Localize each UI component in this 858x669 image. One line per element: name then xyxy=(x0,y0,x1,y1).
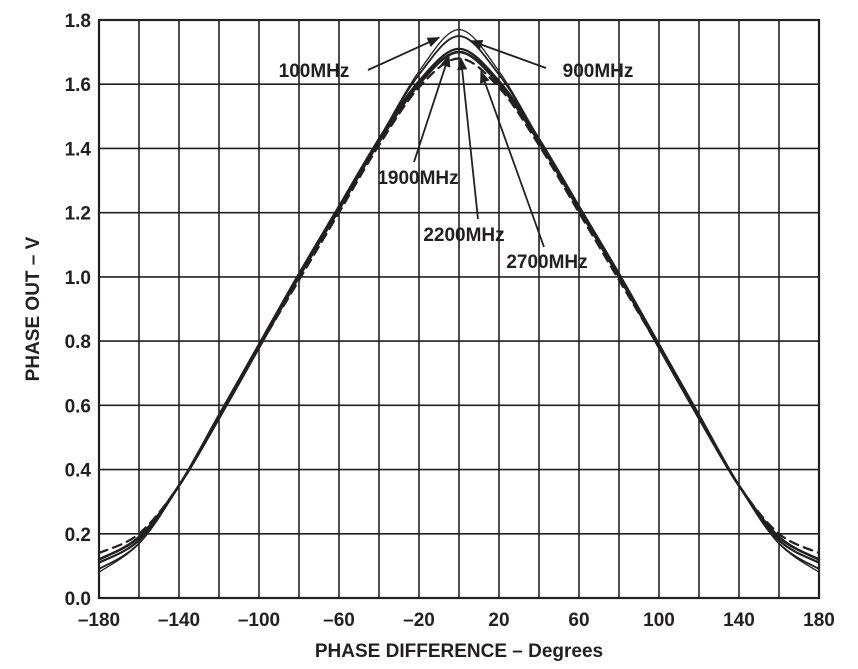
y-tick-label: 1.4 xyxy=(65,139,92,160)
x-tick-label: 20 xyxy=(488,610,509,631)
x-tick-label: –100 xyxy=(238,610,280,631)
y-tick-label: 0.4 xyxy=(65,461,92,482)
annotation-label-900mhz: 900MHz xyxy=(563,61,634,82)
y-tick-label: 0.6 xyxy=(65,396,91,417)
annotation-label-2700mhz: 2700MHz xyxy=(506,252,587,273)
x-axis-ticks: –180 –140 –100 –60 –20 20 60 100 140 180 xyxy=(78,610,835,631)
y-tick-label: 1.6 xyxy=(65,75,91,96)
x-tick-label: 180 xyxy=(803,610,835,631)
y-axis-ticks: 0.0 0.2 0.4 0.6 0.8 1.0 1.2 1.4 1.6 1.8 xyxy=(65,11,92,610)
x-tick-label: –180 xyxy=(78,610,120,631)
x-tick-label: –140 xyxy=(158,610,200,631)
annotation-arrow xyxy=(367,36,441,71)
x-tick-label: –20 xyxy=(403,610,435,631)
y-tick-label: 1.0 xyxy=(65,268,91,289)
annotation-label-1900mhz: 1900MHz xyxy=(377,168,458,189)
plot-border xyxy=(97,18,821,600)
annotation-arrow xyxy=(469,39,547,69)
annotation-label-100mhz: 100MHz xyxy=(279,61,350,82)
annotation-arrow xyxy=(457,57,479,220)
y-tick-label: 1.2 xyxy=(65,204,91,225)
plot-frame xyxy=(97,18,821,600)
x-tick-label: 100 xyxy=(643,610,675,631)
grid xyxy=(99,20,819,598)
annotation-label-2200mhz: 2200MHz xyxy=(423,225,504,246)
y-tick-label: 0.0 xyxy=(65,589,91,610)
series-line-1900mhz xyxy=(97,47,821,564)
y-tick-label: 0.2 xyxy=(65,525,91,546)
x-tick-label: 60 xyxy=(568,610,589,631)
annotation-arrow xyxy=(480,70,545,248)
y-axis-title: PHASE OUT – V xyxy=(23,236,44,381)
x-tick-label: 140 xyxy=(723,610,755,631)
x-tick-label: –60 xyxy=(323,610,355,631)
y-tick-label: 0.8 xyxy=(65,332,91,353)
y-tick-label: 1.8 xyxy=(65,11,91,32)
annotation-arrow xyxy=(413,54,451,163)
x-axis-title: PHASE DIFFERENCE – Degrees xyxy=(315,641,603,662)
